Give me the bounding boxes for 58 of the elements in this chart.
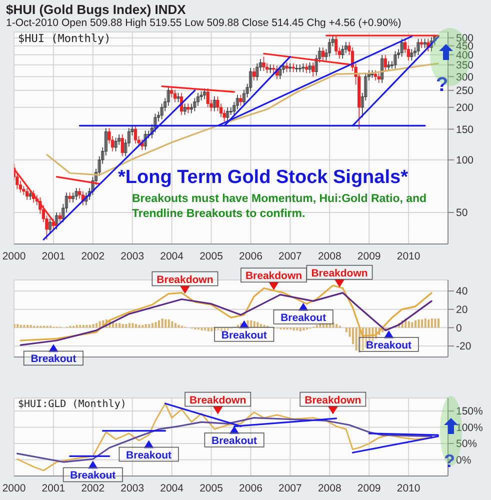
annotation: *Long Term Gold Stock Signals* <box>118 166 408 190</box>
x-tick-label: 2008 <box>318 250 342 262</box>
annotation: $HUI:GLD (Monthly) <box>18 398 126 411</box>
annotation: Breakdown <box>190 394 246 406</box>
annotation: Breakout <box>366 339 412 352</box>
x-tick-label: 2002 <box>81 250 105 262</box>
annotation: Breakdown <box>304 394 362 406</box>
annotation: Breakout <box>70 470 116 482</box>
x-tick-label: 2006 <box>239 250 263 262</box>
y-tick-label: 100% <box>456 422 483 434</box>
x-tick-label: 2000 <box>2 250 26 262</box>
x-tick-label: 2007 <box>278 250 302 262</box>
x-tick-label: 2010 <box>396 482 420 494</box>
y-tick-label: 50% <box>456 438 478 450</box>
y-tick-label: 400 <box>456 49 474 62</box>
annotation: Breakdown <box>311 267 368 280</box>
y-tick-label: 40 <box>456 286 468 298</box>
x-tick-label: 2001 <box>42 482 66 494</box>
annotation: Breakout <box>30 353 77 366</box>
y-tick-label: 200 <box>456 102 474 114</box>
x-tick-label: 2004 <box>160 250 184 262</box>
y-tick-label: -20 <box>456 340 472 353</box>
chart-subtitle: 1-Oct-2010 Open 509.88 High 519.55 Low 509.88 Close 514.45 Chg +4.56 (+0.90%) <box>6 17 402 29</box>
annotation: Breakouts must have Momentum, Hui:Gold Ratio, and Trendline Breakouts to confirm. <box>132 192 428 222</box>
x-tick-label: 2005 <box>200 250 224 262</box>
x-tick-label: 2009 <box>357 250 381 262</box>
x-tick-label: 2005 <box>200 482 224 494</box>
x-tick-label: 2003 <box>120 482 144 494</box>
y-tick-label: 0 <box>456 322 462 334</box>
x-tick-label: 2008 <box>318 482 342 494</box>
x-tick-label: 2003 <box>120 250 144 262</box>
annotation: Breakdown <box>245 270 302 282</box>
annotation: Breakdown <box>156 274 214 286</box>
y-tick-label: 100 <box>456 154 474 167</box>
x-tick-label: 2009 <box>357 482 381 494</box>
annotation: Breakout <box>280 312 327 324</box>
annotation: ? <box>444 450 455 473</box>
x-tick-label: 2000 <box>2 482 26 494</box>
y-tick-label: 50 <box>456 207 468 220</box>
y-tick-label: 300 <box>456 71 474 84</box>
y-tick-label: 0% <box>456 454 472 466</box>
y-tick-label: 20 <box>456 304 468 316</box>
annotation: Breakout <box>126 449 172 462</box>
y-tick-label: 350 <box>456 60 474 72</box>
annotation: Breakout <box>221 329 268 342</box>
x-tick-label: 2004 <box>160 482 184 494</box>
x-tick-label: 2001 <box>42 250 66 262</box>
chart-title: $HUI (Gold Bugs Index) INDX <box>6 2 187 17</box>
x-tick-label: 2007 <box>278 482 302 494</box>
y-tick-label: 150% <box>456 406 483 418</box>
y-tick-label: 250 <box>456 85 474 98</box>
y-tick-label: 150 <box>456 124 474 136</box>
x-tick-label: 2002 <box>81 482 105 494</box>
x-tick-label: 2010 <box>396 250 420 262</box>
x-tick-label: 2006 <box>239 482 263 494</box>
annotation: ? <box>436 73 448 98</box>
annotation: $HUI (Monthly) <box>18 32 111 46</box>
annotation: Breakout <box>212 434 258 447</box>
